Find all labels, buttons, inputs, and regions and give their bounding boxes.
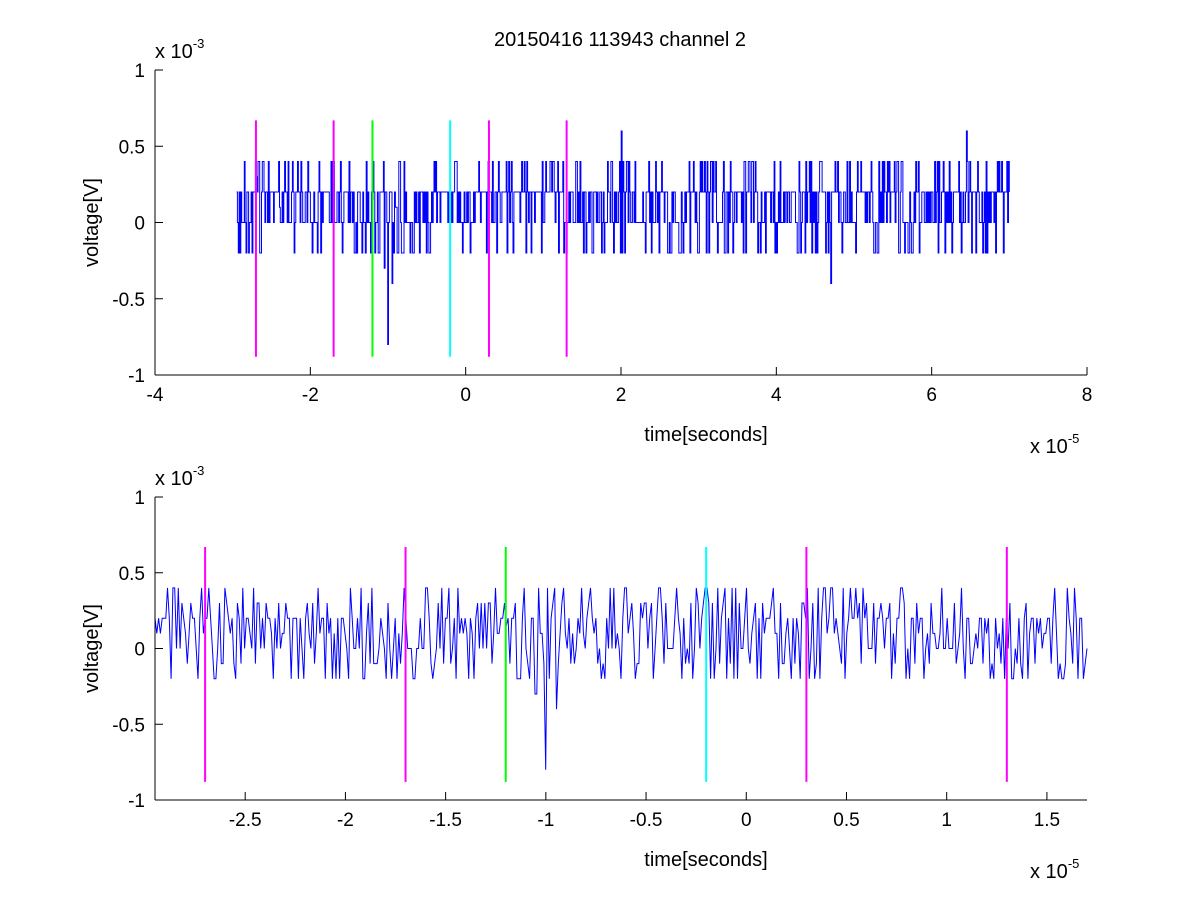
- x-tick-label: -2: [302, 385, 319, 406]
- figure-title: 20150416 113943 channel 2: [494, 29, 746, 51]
- y-axis-label: voltage[V]: [81, 604, 103, 693]
- y-tick-label: 1: [134, 488, 145, 509]
- x-tick-label: 0.5: [833, 810, 859, 831]
- x-tick-label: 4: [771, 385, 782, 406]
- x-tick-label: 6: [926, 385, 937, 406]
- x-tick-label: -2.5: [229, 810, 262, 831]
- y-axis-label: voltage[V]: [81, 178, 103, 267]
- y-tick-label: -0.5: [112, 715, 145, 736]
- y-tick-label: 0: [134, 214, 145, 235]
- x-axis-label: time[seconds]: [644, 849, 767, 871]
- y-tick-label: -0.5: [112, 290, 145, 311]
- x-tick-label: 0: [741, 810, 752, 831]
- x-tick-label: -4: [147, 385, 164, 406]
- y-tick-label: 0.5: [119, 137, 145, 158]
- y-tick-label: 1: [134, 61, 145, 82]
- x-axis-label: time[seconds]: [644, 424, 767, 446]
- x-tick-label: -1: [537, 810, 554, 831]
- x-tick-label: 1.5: [1034, 810, 1060, 831]
- plot-1: -4 -2 0 2 4 6 8 -1 -0.5 0 0.5 1 time[seconds] voltage…: [81, 36, 1092, 458]
- signal-trace: [236, 130, 1010, 345]
- y-tick-label: 0: [134, 640, 145, 661]
- x-tick-label: 0: [460, 385, 471, 406]
- y-tick-label: -1: [128, 791, 145, 812]
- x-tick-label: -0.5: [630, 810, 663, 831]
- plot-2: -2.5 -2 -1.5 -1 -0.5 0 0.5 1 1.5 -1 -0.5 0 0.5 1 time[…: [81, 463, 1088, 883]
- y-scale-exponent: x 10-3: [155, 463, 204, 490]
- x-tick-label: 2: [616, 385, 627, 406]
- x-tick-label: -2: [337, 810, 354, 831]
- x-tick-label: 1: [941, 810, 952, 831]
- x-scale-exponent: x 10-5: [1030, 856, 1079, 883]
- y-tick-label: -1: [128, 366, 145, 387]
- y-scale-exponent: x 10-3: [155, 36, 204, 63]
- signal-trace: [154, 587, 1088, 770]
- y-tick-label: 0.5: [119, 564, 145, 585]
- x-tick-label: 8: [1082, 385, 1093, 406]
- x-scale-exponent: x 10-5: [1030, 431, 1079, 458]
- x-tick-label: -1.5: [429, 810, 462, 831]
